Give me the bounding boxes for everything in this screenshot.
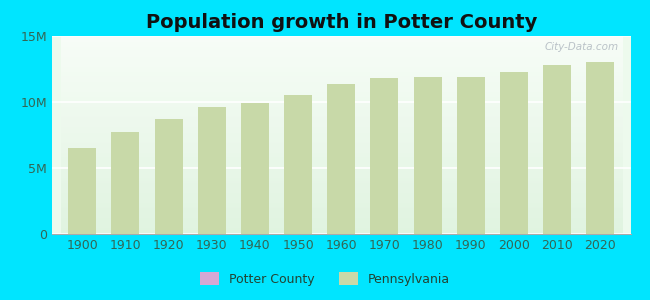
Title: Population growth in Potter County: Population growth in Potter County xyxy=(146,13,537,32)
Bar xyxy=(155,119,183,234)
Bar xyxy=(543,65,571,234)
Legend: Potter County, Pennsylvania: Potter County, Pennsylvania xyxy=(195,267,455,291)
Bar xyxy=(457,77,485,234)
Bar xyxy=(68,148,96,234)
Bar xyxy=(327,83,356,234)
Text: City-Data.com: City-Data.com xyxy=(545,42,619,52)
Bar xyxy=(111,132,139,234)
Bar xyxy=(241,103,269,234)
Bar xyxy=(586,62,614,234)
Bar xyxy=(198,107,226,234)
Bar xyxy=(413,77,441,234)
Bar xyxy=(370,78,398,234)
Bar xyxy=(284,95,312,234)
Bar xyxy=(500,72,528,234)
